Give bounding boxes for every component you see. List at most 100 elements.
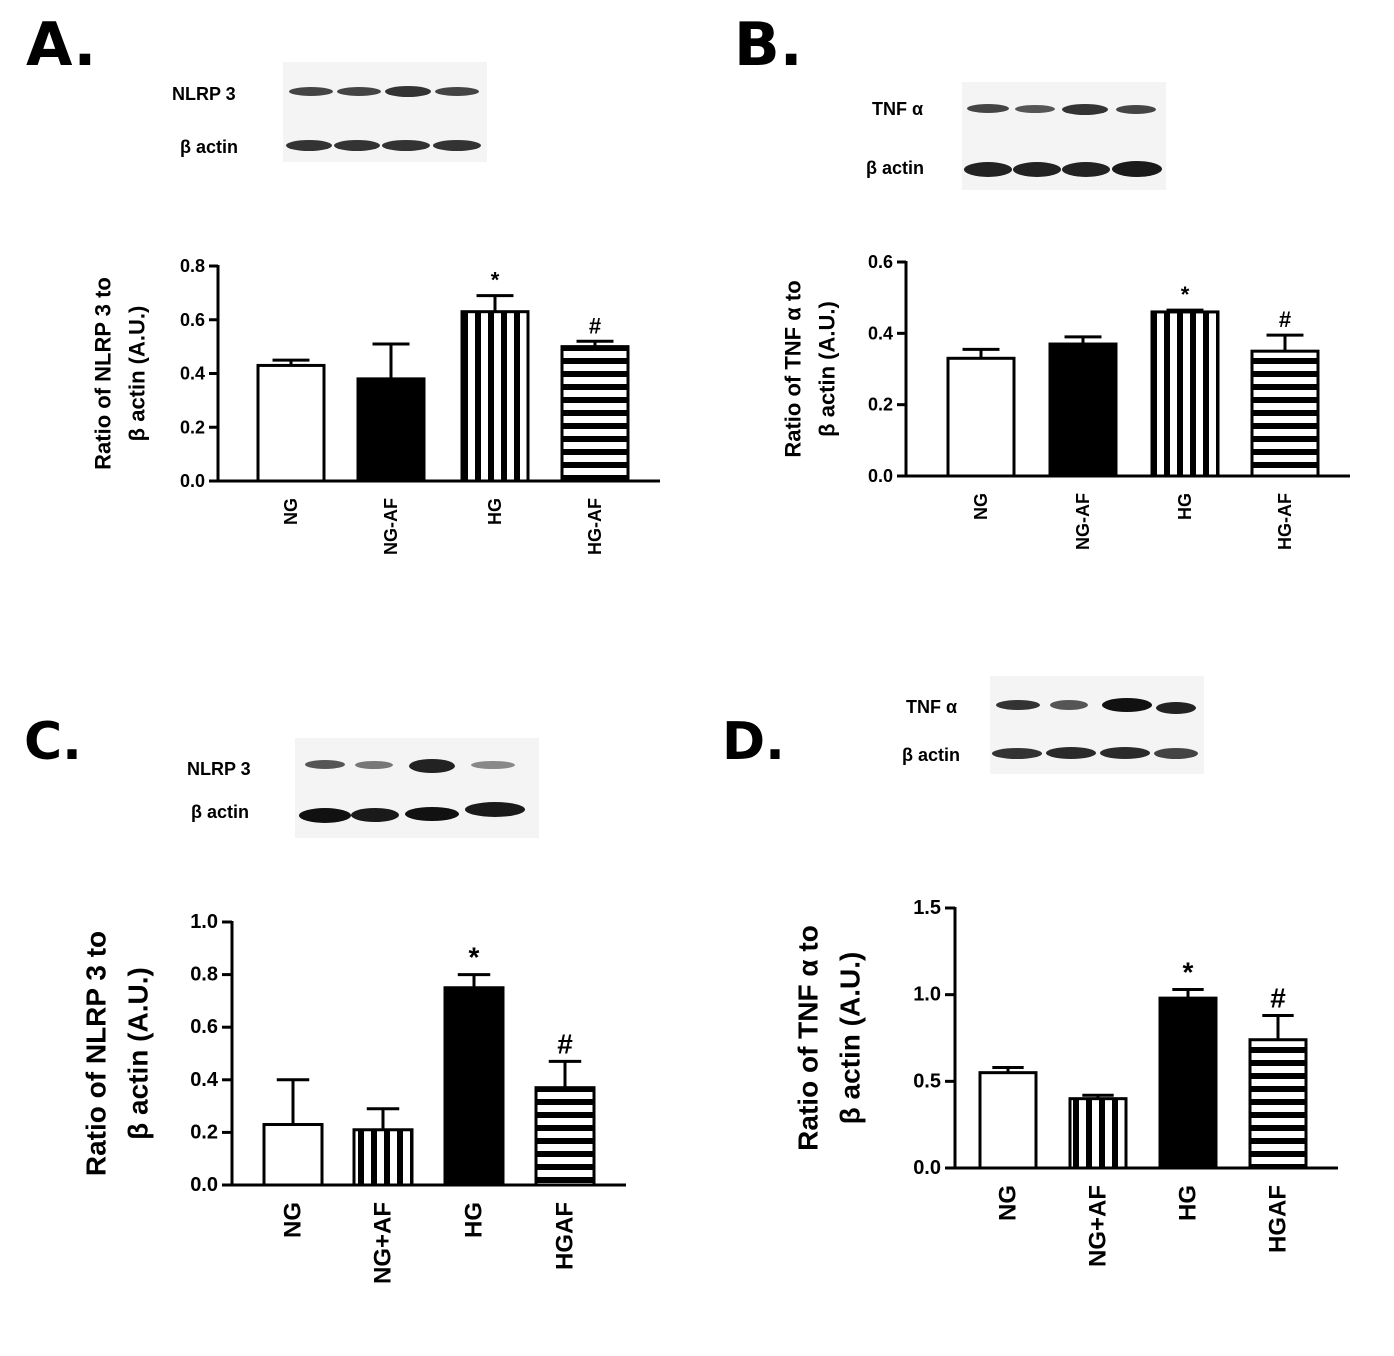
x-tick-label: NG-AF [381,498,401,555]
y-tick-label: 0.5 [913,1070,941,1092]
y-tick-label: 0.0 [913,1157,941,1179]
blot-band [435,87,479,96]
blot-label-target: NLRP 3 [187,759,251,779]
panel-letter-a: A. [26,10,97,80]
y-tick-label: 1.0 [190,911,218,933]
blot-band [1100,747,1150,759]
significance-marker: * [1181,282,1190,307]
x-tick-label: HG-AF [1275,493,1295,550]
significance-marker: # [1279,307,1291,332]
blot-band [1102,698,1152,712]
blot-band [299,808,351,823]
bar-hg [1150,310,1220,478]
bar-ng-af [1068,1097,1128,1170]
blot-band [409,759,455,773]
blot-band [289,87,333,96]
bar-ng [262,1123,324,1187]
blot-band [1156,702,1196,714]
bar-ng [256,363,326,483]
y-axis-label: Ratio of TNF α to [781,280,806,457]
bar-ng [946,356,1016,478]
blot-band [1154,748,1198,759]
x-tick-label: HG [485,498,505,525]
blot-band [286,140,332,151]
panel-letter-b: B. [734,10,803,80]
western-blot-a [283,62,487,162]
y-axis-label: β actin (A.U.) [123,967,154,1140]
blot-band [355,761,393,769]
blot-label-loading-control: β actin [866,158,924,178]
y-axis-label: β actin (A.U.) [815,301,840,437]
y-tick-label: 0.0 [180,471,205,491]
blot-band [1013,162,1061,177]
y-tick-label: 0.6 [868,252,893,272]
bar-ng [978,1071,1038,1170]
x-tick-label: NG-AF [1073,493,1093,550]
y-tick-label: 0.2 [180,417,205,437]
blot-band [1062,104,1108,115]
x-tick-label: HGAF [1265,1185,1292,1253]
x-tick-label: NG [280,1202,307,1238]
x-tick-label: NG [281,498,301,525]
y-tick-label: 0.4 [180,364,205,384]
bar-ng-af [352,1128,414,1187]
y-tick-label: 0.4 [190,1069,219,1091]
blot-label-target: TNF α [906,697,958,717]
bar-hg-af [560,345,630,483]
western-blot-b [962,82,1166,190]
y-tick-label: 1.5 [913,897,941,919]
bar-hgaf [534,1086,596,1187]
western-blot-c [295,738,539,838]
blot-band [385,86,431,97]
y-axis-label: Ratio of TNF α to [793,925,824,1151]
x-tick-label: NG+AF [370,1202,397,1284]
y-axis-label: β actin (A.U.) [125,306,150,442]
y-tick-label: 0.2 [190,1121,218,1143]
x-tick-label: HGAF [552,1202,579,1270]
blot-band [337,87,381,96]
blot-band [964,162,1012,177]
y-tick-label: 0.6 [190,1016,218,1038]
blot-band [1062,162,1110,177]
y-tick-label: 0.2 [868,395,893,415]
y-tick-label: 0.8 [190,964,218,986]
significance-marker: # [557,1028,573,1059]
x-tick-label: NG [971,493,991,520]
significance-marker: * [1183,956,1194,987]
bar-ng-af [356,377,426,483]
western-blot-d [990,676,1204,774]
x-tick-label: HG [1175,493,1195,520]
bar-ng-af [1048,342,1118,478]
y-tick-label: 1.0 [913,984,941,1006]
x-tick-label: HG [1175,1185,1202,1221]
blot-band [334,140,380,151]
significance-marker: # [1270,982,1286,1013]
blot-label-loading-control: β actin [191,802,249,822]
blot-band [1116,105,1156,114]
y-tick-label: 0.0 [868,466,893,486]
bar-hgaf [1248,1038,1308,1170]
blot-label-loading-control: β actin [902,745,960,765]
blot-band [1046,747,1096,759]
y-axis-label: Ratio of NLRP 3 to [91,277,116,470]
blot-band [967,104,1009,113]
y-axis-label: β actin (A.U.) [835,952,866,1125]
blot-band [996,700,1040,710]
blot-band [1015,105,1055,113]
blot-band [351,808,399,822]
bar-hg [460,310,530,483]
significance-marker: * [469,942,480,973]
y-tick-label: 0.8 [180,256,205,276]
y-tick-label: 0.0 [190,1174,218,1196]
blot-band [1050,700,1088,710]
x-tick-label: HG [461,1202,488,1238]
significance-marker: # [589,313,601,338]
x-tick-label: NG [995,1185,1022,1221]
x-tick-label: HG-AF [585,498,605,555]
panel-letter-d: D. [722,712,785,772]
blot-band [433,140,481,151]
blot-band [1112,161,1162,177]
